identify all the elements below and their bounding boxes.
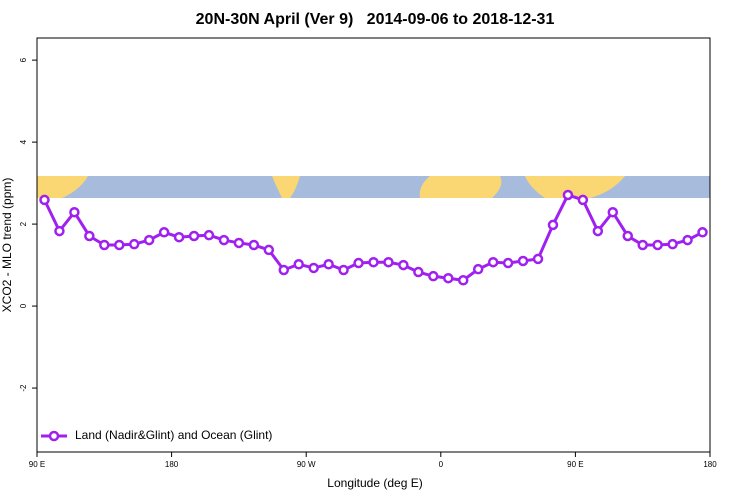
x-tick-label: 90 E bbox=[567, 460, 583, 469]
data-point bbox=[39, 194, 50, 206]
data-point bbox=[338, 264, 349, 276]
data-point bbox=[203, 229, 215, 241]
data-point bbox=[652, 239, 663, 251]
x-tick-label: 180 bbox=[165, 460, 179, 469]
y-tick-label: 2 bbox=[19, 221, 28, 226]
plot-frame bbox=[36, 37, 711, 453]
legend-marker bbox=[48, 430, 60, 442]
data-point bbox=[158, 227, 170, 238]
x-axis-label: Longitude (deg E) bbox=[327, 476, 422, 490]
data-point bbox=[263, 244, 275, 256]
chart-title: 20N-30N April (Ver 9) 2014-09-06 to 2018… bbox=[196, 11, 555, 28]
data-point bbox=[278, 264, 290, 276]
data-point bbox=[637, 239, 648, 251]
data-point bbox=[457, 275, 469, 286]
data-point bbox=[487, 256, 499, 268]
data-point bbox=[547, 219, 559, 231]
data-point bbox=[293, 259, 304, 270]
data-point bbox=[84, 230, 95, 242]
data-point bbox=[622, 230, 633, 242]
data-point bbox=[607, 206, 619, 218]
data-point bbox=[248, 239, 260, 251]
data-point bbox=[114, 239, 125, 251]
x-tick-label: 90 W bbox=[297, 460, 316, 469]
data-point bbox=[54, 225, 65, 237]
x-tick-label: 0 bbox=[439, 460, 444, 469]
data-point bbox=[218, 234, 230, 246]
data-point bbox=[308, 262, 319, 274]
data-point bbox=[428, 270, 439, 282]
data-point bbox=[697, 227, 708, 238]
data-point bbox=[562, 189, 574, 201]
y-tick-label: -2 bbox=[19, 384, 28, 392]
y-tick-label: 4 bbox=[19, 139, 28, 144]
map-strip bbox=[37, 176, 710, 198]
data-point bbox=[472, 263, 484, 275]
legend-label: Land (Nadir&Glint) and Ocean (Glint) bbox=[75, 428, 272, 442]
data-point bbox=[323, 259, 334, 270]
y-axis-label: XCO2 - MLO trend (ppm) bbox=[0, 178, 14, 313]
y-tick-label: 0 bbox=[19, 303, 28, 308]
data-point bbox=[368, 256, 379, 268]
y-tick-label: 6 bbox=[19, 57, 28, 62]
data-point bbox=[532, 253, 544, 265]
x-tick-label: 90 E bbox=[29, 460, 45, 469]
data-point bbox=[128, 238, 140, 250]
data-point bbox=[443, 272, 454, 284]
data-point bbox=[592, 225, 604, 237]
data-point bbox=[233, 237, 245, 249]
data-point bbox=[99, 239, 110, 251]
data-point bbox=[398, 259, 409, 271]
data-point bbox=[667, 238, 678, 250]
data-point bbox=[353, 257, 364, 269]
data-point bbox=[143, 234, 155, 246]
data-point bbox=[173, 231, 185, 243]
data-point bbox=[682, 234, 693, 246]
data-point bbox=[577, 194, 589, 206]
data-point bbox=[69, 206, 80, 218]
data-point bbox=[517, 255, 529, 267]
x-tick-label: 180 bbox=[703, 460, 717, 469]
data-point bbox=[413, 266, 424, 278]
data-point bbox=[502, 257, 514, 269]
data-point bbox=[383, 256, 394, 268]
data-point bbox=[188, 230, 200, 242]
